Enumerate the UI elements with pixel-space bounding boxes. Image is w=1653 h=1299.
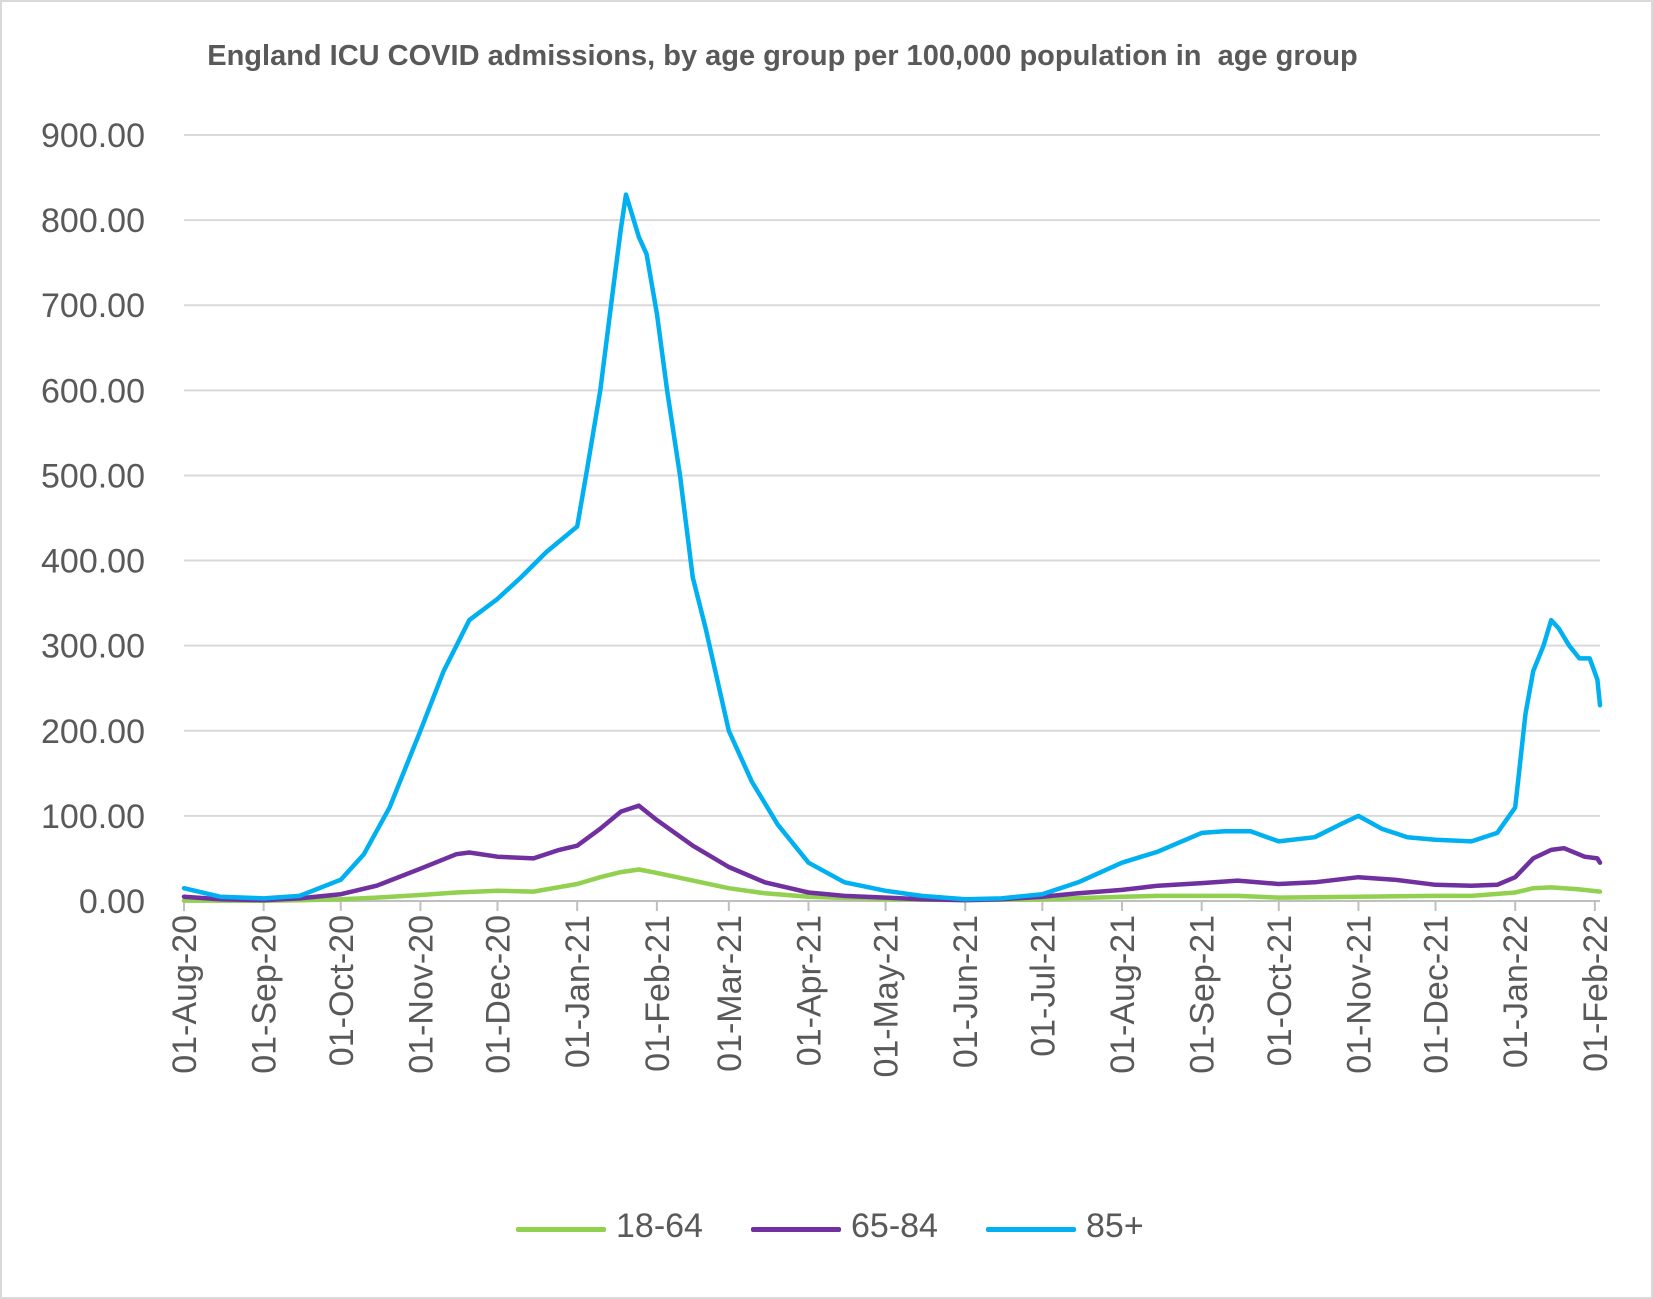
x-axis <box>183 900 1600 911</box>
y-tick-label: 100.00 <box>41 798 145 836</box>
x-tick-label: 01-Nov-20 <box>402 915 440 1074</box>
x-tick-label: 01-Oct-21 <box>1261 915 1299 1066</box>
legend-label: 18-64 <box>616 1207 703 1245</box>
x-tick-label: 01-Sep-21 <box>1184 915 1222 1074</box>
x-tick-label: 01-Jan-21 <box>559 915 597 1068</box>
y-tick-label: 300.00 <box>41 628 145 666</box>
x-tick-label: 01-Mar-21 <box>711 915 749 1072</box>
y-tick-label: 400.00 <box>41 543 145 581</box>
x-tick-label: 01-Apr-21 <box>790 915 828 1066</box>
x-tick-label: 01-Dec-20 <box>480 915 518 1074</box>
chart-title: England ICU COVID admissions, by age gro… <box>207 40 1358 72</box>
y-tick-label: 600.00 <box>41 372 145 410</box>
y-axis-tick-labels: 0.00 100.00 200.00 300.00 400.00 500.00 600.00… <box>41 117 145 921</box>
x-tick-label: 01-Jul-21 <box>1024 915 1062 1057</box>
x-tick-label: 01-Jan-22 <box>1497 915 1535 1068</box>
x-tick-label: 01-Aug-21 <box>1104 915 1142 1074</box>
series-lines <box>181 192 1603 903</box>
y-tick-label: 900.00 <box>41 117 145 155</box>
x-tick-label: 01-Dec-21 <box>1418 915 1456 1074</box>
series-line-65-84 <box>181 803 1603 903</box>
x-tick-label: 01-Aug-20 <box>166 915 204 1074</box>
legend-swatch <box>516 1227 606 1232</box>
x-tick-label: 01-Sep-20 <box>246 915 284 1074</box>
legend-swatch <box>751 1227 841 1232</box>
x-tick-label: 01-Nov-21 <box>1340 915 1378 1074</box>
series-line-18-64 <box>181 867 1603 903</box>
y-tick-label: 700.00 <box>41 287 145 325</box>
x-tick-label: 01-Oct-20 <box>323 915 361 1066</box>
series-line-85+ <box>181 192 1603 902</box>
legend: 18-64 65-84 85+ <box>0 1205 1653 1255</box>
y-tick-label: 800.00 <box>41 202 145 240</box>
y-tick-label: 0.00 <box>79 883 145 921</box>
y-tick-label: 500.00 <box>41 457 145 495</box>
gridlines <box>184 134 1600 902</box>
x-tick-label: 01-Jun-21 <box>947 915 985 1068</box>
legend-swatch <box>986 1227 1076 1232</box>
legend-label: 85+ <box>1086 1207 1144 1245</box>
x-tick-label: 01-May-21 <box>868 915 906 1078</box>
x-tick-label: 01-Feb-21 <box>639 915 677 1072</box>
y-tick-label: 200.00 <box>41 713 145 751</box>
x-tick-label: 01-Feb-22 <box>1577 915 1615 1072</box>
legend-label: 65-84 <box>851 1207 938 1245</box>
x-axis-tick-labels: 01-Aug-20 01-Sep-20 01-Oct-20 01-Nov-20 01-D… <box>166 915 1615 1078</box>
